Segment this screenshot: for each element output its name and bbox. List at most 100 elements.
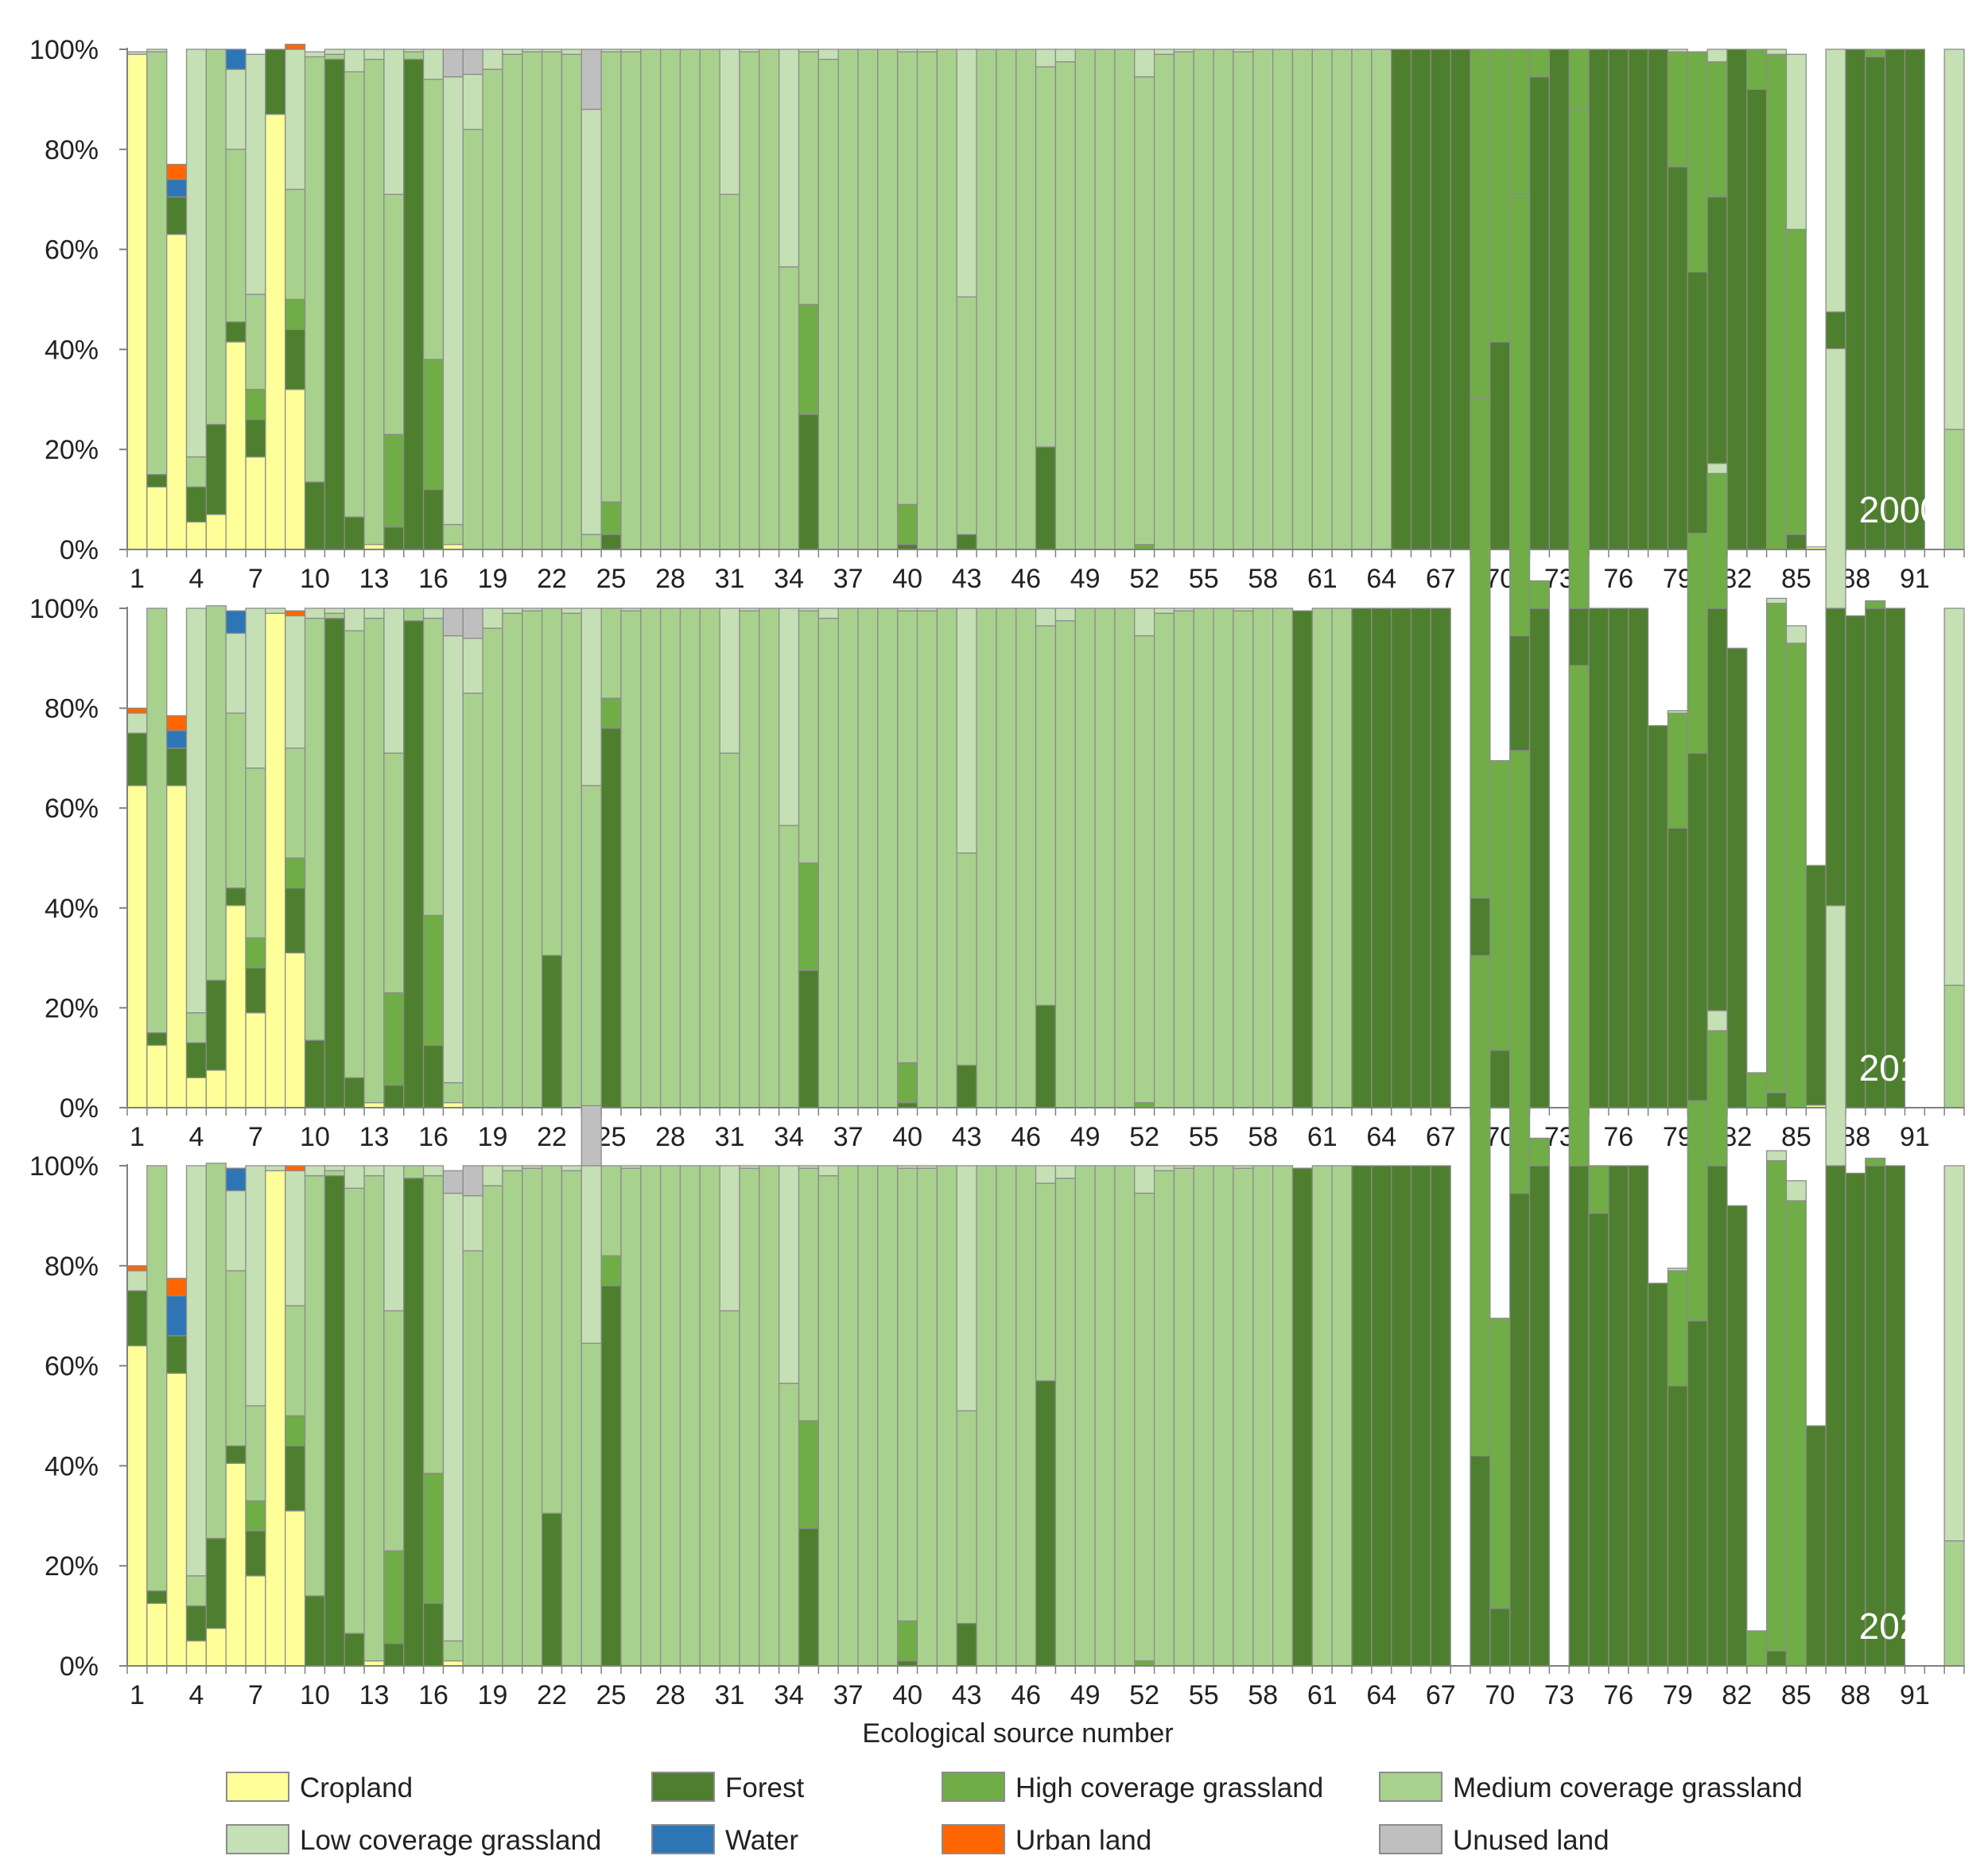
x-tick-label: 61 [1307,1680,1338,1710]
bar-segment: Low coverage grassland #54: 0.5% [1173,608,1194,611]
bar-segment: High coverage grassland #16: 26% [422,359,445,491]
bar-segment: Medium coverage grassland #35: 50.5% [798,610,820,864]
bar-segment: Medium coverage grassland #42: 100% [936,608,957,1108]
legend-swatch [942,1772,1005,1802]
legend-swatch [1379,1824,1442,1854]
bar-segment: Low coverage grassland #17: 89.5% [442,76,464,526]
bar-segment: Medium coverage grassland #62: 100% [1331,608,1353,1108]
x-tick-label: 46 [1011,564,1041,594]
bar-segment: Medium coverage grassland #51: 100% [1114,1165,1136,1667]
bar-segment: Low coverage grassland #21: 0.5% [522,608,543,611]
bar-segment: Medium coverage grassland #37: 100% [837,1165,859,1667]
bar-segment: High coverage grassland #40: 8% [897,1620,918,1662]
bar-segment: Medium coverage grassland #30: 100% [699,608,720,1108]
chart-panel-2010: Cropland #1: 64.5%Forest #1: 10.5%Low co… [29,108,1965,1152]
bar-segment: Medium coverage grassland #35: 50.5% [798,1167,820,1422]
bar-segment: High coverage grassland #80: 44% [1687,51,1708,273]
bar-segment: Medium coverage grassland #10: 84.5% [304,617,326,1041]
bar-segment: Forest #16: 12.5% [422,1044,445,1108]
bar-segment: Medium coverage grassland #6: 34.5% [225,149,247,323]
bars: Cropland #1: 64.5%Forest #1: 10.5%Low co… [126,108,1965,1108]
bar-segment: High coverage grassland #14: 18.5% [383,433,405,528]
bar-segment: Urban land #9: 1% [285,1165,306,1171]
bar-segment: Medium coverage grassland #28: 100% [660,49,681,550]
bar-segment: Low coverage grassland #54: 0.5% [1173,1165,1194,1169]
bar-segment: Medium coverage grassland #21: 99.5% [522,51,543,550]
bar-segment: Low coverage grassland #34: 43.5% [779,608,800,826]
bar-segment: Medium coverage grassland #19: 96% [482,1185,503,1667]
bar-segment: Forest #86: 48% [1805,1425,1827,1667]
x-tick-label: 4 [188,1122,204,1152]
x-tick-label: 43 [952,564,982,594]
bar-segment: Forest #5: 18% [205,1537,227,1629]
bar-segment: Forest #9: 13% [285,1445,306,1512]
legend-item-cropland: Cropland [226,1772,413,1803]
bar-segment: Forest #91: 100% [1904,49,1925,550]
bar-segment: Low coverage grassland #24: 35.5% [580,608,602,786]
x-tick-label: 19 [478,1680,508,1710]
legend-swatch [226,1824,289,1854]
bar-segment: Forest #70: 11.5% [1489,1608,1511,1667]
bar-segment: Medium coverage grassland #56: 100% [1213,608,1234,1108]
bar-segment: Forest #65: 100% [1391,1165,1412,1667]
bar-segment: Medium coverage grassland #52: 93.5% [1134,1192,1155,1662]
bar-segment: Low coverage grassland #6: 16% [225,68,247,150]
bar-segment: Cropland #8: 87% [265,114,286,550]
bar-segment: Low coverage grassland #54: 0.5% [1173,49,1194,52]
bar-segment: Cropland #2: 12.5% [146,486,168,550]
bar-segment: Medium coverage grassland #18: 84% [462,128,483,550]
x-tick-label: 25 [596,564,627,594]
bar-segment: Medium coverage grassland #23: 99% [561,612,582,1108]
x-tick-label: 40 [892,1122,922,1152]
bar-segment: Medium coverage grassland #34: 56.5% [779,266,800,550]
bar-segment: Low coverage grassland #14: 29% [383,1165,405,1312]
x-tick-label: 40 [892,1680,922,1710]
x-tick-label: 31 [715,1122,745,1152]
bar-segment: Low coverage grassland #25: 0.5% [600,49,622,52]
bar-segment: Forest #64: 100% [1371,1165,1392,1667]
y-tick-label: 80% [45,694,99,724]
bar-segment: Cropland #2: 12.5% [146,1602,168,1667]
bar-segment: Low coverage grassland #11: 1% [324,608,345,614]
x-tick-label: 46 [1011,1680,1041,1710]
bar-segment: Forest #89: 100% [1865,1165,1886,1667]
bar-segment: Medium coverage grassland #4: 6% [185,456,208,488]
bar-segment: Medium coverage grassland #9: 22% [285,188,306,301]
bar-segment: Water #3: 3.5% [166,178,188,198]
bar-segment: Forest #10: 14% [304,1595,326,1667]
chart-panel-2000: Cropland #1: 99%Low coverage grassland #… [29,35,1965,594]
bar-segment: High coverage grassland #80: 44% [1687,533,1708,754]
bars: Cropland #1: 99%Low coverage grassland #… [126,44,1965,550]
bar-segment: Medium coverage grassland #27: 100% [640,608,662,1108]
bar-segment: Cropland #9: 31% [285,1510,306,1667]
bar-segment: Medium coverage grassland #17: 4% [442,1081,464,1104]
bar-segment: Forest #89: 98.5% [1865,56,1886,550]
bar-segment: Low coverage grassland #31: 29% [719,1165,740,1312]
bar-segment: Medium coverage grassland #5: 75% [205,605,227,981]
bar-segment: Low coverage grassland #53: 1% [1153,1165,1175,1171]
bar-segment: Low coverage grassland #85: 35% [1785,53,1807,231]
bar-segment: Forest #72: 100% [1528,1165,1551,1667]
x-tick-label: 16 [418,1122,448,1152]
bar-segment: Medium coverage grassland #39: 100% [877,608,899,1108]
bar-segment: Medium coverage grassland #54: 99.5% [1173,610,1194,1108]
bar-segment: Medium coverage grassland #12: 89.5% [344,630,365,1078]
y-tick-label: 60% [45,794,99,824]
x-tick-label: 46 [1011,1122,1041,1152]
bar-segment: Medium coverage grassland #20: 99% [502,53,523,550]
bar-segment: Forest #12: 6.5% [344,1632,365,1667]
bar-segment: Medium coverage grassland #37: 100% [837,608,859,1108]
legend-item-forest: Forest [651,1772,804,1803]
bar-segment: Low coverage grassland #15: 0.5% [403,49,425,52]
x-axis-label: Ecological source number [862,1718,1173,1749]
bar-segment: Forest #25: 76% [600,1285,622,1667]
x-tick-label: 37 [833,1680,864,1710]
bar-segment: Low coverage grassland #41: 0.5% [916,608,938,611]
bar-segment: Medium coverage grassland #47: 76% [1035,66,1057,448]
x-tick-label: 7 [248,1680,263,1710]
bar-segment: Low coverage grassland #43: 49.5% [956,49,977,298]
bar-segment: Low coverage grassland #24: 85% [580,108,602,535]
bar-segment: Cropland #9: 31% [285,952,306,1108]
chart-panels: Cropland #1: 99%Low coverage grassland #… [29,35,1965,1710]
bar-segment: Medium coverage grassland #38: 100% [857,49,879,550]
